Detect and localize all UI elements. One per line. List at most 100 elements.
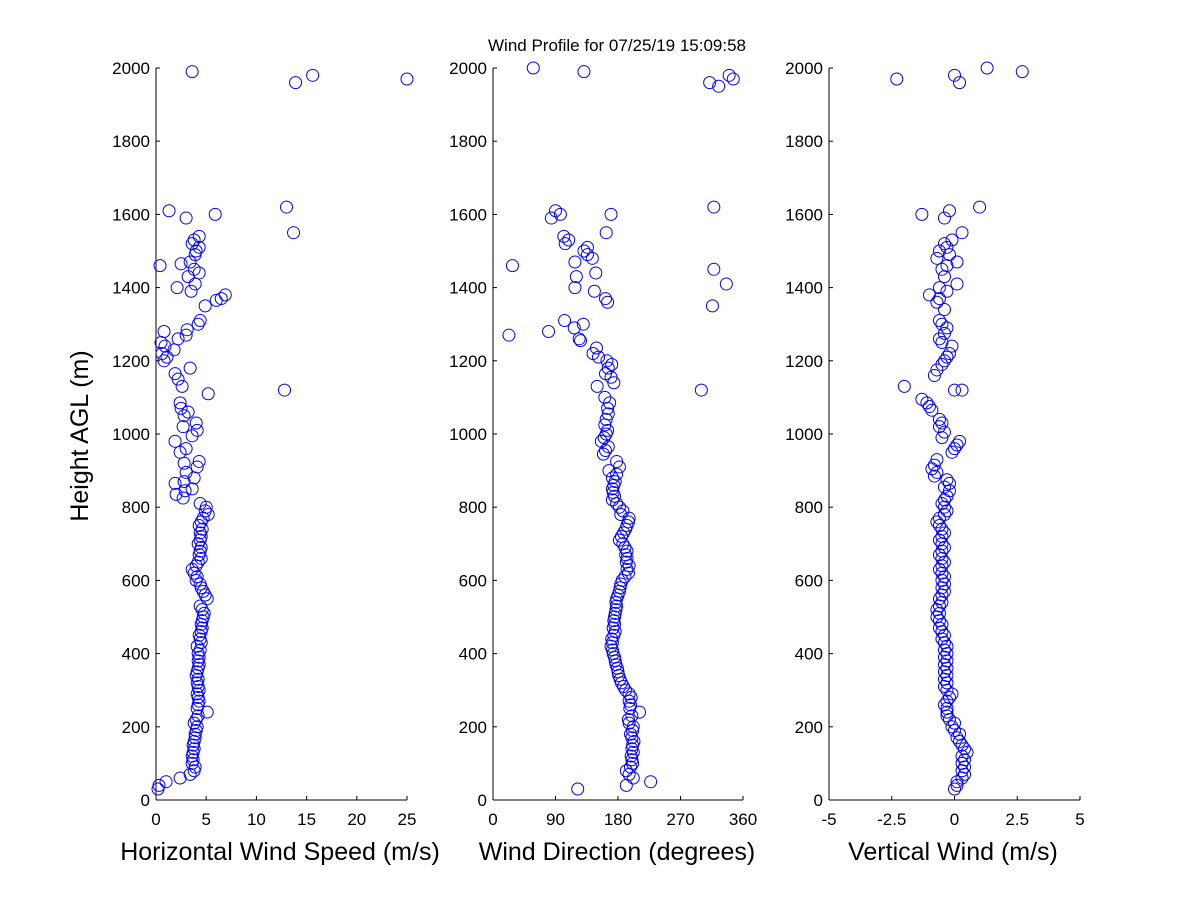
data-point-speed xyxy=(168,476,182,490)
data-point-speed xyxy=(155,346,169,360)
data-point-direction xyxy=(599,412,613,426)
y-tick-label-speed: 600 xyxy=(122,571,150,590)
data-point-speed xyxy=(190,639,204,653)
data-point-vertical xyxy=(937,303,951,317)
data-point-speed xyxy=(185,65,199,79)
data-point-vertical xyxy=(945,233,959,247)
data-point-direction xyxy=(712,79,726,93)
y-tick-label-direction: 1200 xyxy=(449,352,487,371)
y-tick-label-speed: 200 xyxy=(122,718,150,737)
vertical-wind-panel: Vertical Wind (m/s) 0 200 400 600 800 1000 120… xyxy=(785,59,1085,866)
y-tick-label-vertical: 2000 xyxy=(785,59,823,78)
data-point-speed xyxy=(190,570,204,584)
data-point-vertical xyxy=(935,336,949,349)
y-tick-label-direction: 1800 xyxy=(449,132,487,151)
data-point-vertical xyxy=(948,442,961,456)
data-point-vertical xyxy=(950,731,964,745)
data-point-speed xyxy=(152,778,166,792)
x-tick-label-speed: 15 xyxy=(297,810,316,829)
y-tick-label-vertical: 0 xyxy=(814,791,823,810)
data-point-speed xyxy=(191,672,205,686)
data-point-speed xyxy=(187,716,201,730)
data-point-vertical xyxy=(942,691,956,705)
x-tick-label-direction: 90 xyxy=(546,810,565,829)
data-point-direction xyxy=(619,683,633,697)
data-point-vertical xyxy=(950,277,964,291)
data-point-direction xyxy=(601,295,615,309)
data-point-speed xyxy=(201,508,215,522)
data-point-speed xyxy=(189,244,203,258)
data-point-direction xyxy=(567,321,581,335)
data-point-speed xyxy=(178,484,192,498)
data-point-speed xyxy=(193,643,207,657)
data-point-vertical xyxy=(937,237,951,251)
data-point-vertical xyxy=(935,357,949,371)
data-point-speed xyxy=(177,475,191,489)
x-tick-label-speed: 5 xyxy=(201,810,210,829)
data-point-speed xyxy=(183,255,197,269)
data-point-vertical xyxy=(945,445,959,459)
data-point-speed xyxy=(183,767,197,781)
data-point-speed xyxy=(173,396,187,410)
x-tick-label-speed: 0 xyxy=(151,810,160,829)
data-point-direction xyxy=(703,76,717,90)
y-tick-label-speed: 2000 xyxy=(112,59,150,78)
data-point-speed xyxy=(190,460,204,474)
data-point-direction xyxy=(605,471,619,485)
x-tick-label-speed: 25 xyxy=(398,810,417,829)
data-point-vertical xyxy=(980,61,994,75)
data-point-speed xyxy=(191,555,205,569)
data-point-direction xyxy=(599,226,613,240)
data-point-direction xyxy=(719,277,733,291)
data-point-speed xyxy=(168,434,182,448)
data-point-vertical xyxy=(1015,65,1029,79)
data-point-speed xyxy=(185,482,199,496)
data-point-speed xyxy=(201,387,215,401)
data-point-direction xyxy=(599,292,612,306)
y-tick-label-direction: 1000 xyxy=(449,425,487,444)
data-point-direction xyxy=(707,262,721,276)
data-point-vertical xyxy=(932,412,946,426)
data-point-vertical xyxy=(950,778,964,792)
data-point-direction xyxy=(597,431,611,445)
data-point-direction xyxy=(596,447,610,461)
data-point-speed xyxy=(218,288,232,302)
x-tick-label-vertical: 2.5 xyxy=(1005,810,1029,829)
data-point-direction xyxy=(580,240,594,254)
y-tick-label-vertical: 1400 xyxy=(785,279,823,298)
y-tick-label-vertical: 1000 xyxy=(785,425,823,444)
data-point-vertical xyxy=(945,339,959,353)
data-point-direction xyxy=(644,775,658,789)
data-point-speed xyxy=(179,328,193,342)
x-tick-label-vertical: 0 xyxy=(950,810,959,829)
data-point-direction xyxy=(617,526,631,540)
y-tick-label-direction: 200 xyxy=(459,718,487,737)
data-point-vertical xyxy=(930,515,944,529)
data-point-speed xyxy=(189,712,203,726)
data-point-vertical xyxy=(942,248,956,262)
y-tick-label-vertical: 1600 xyxy=(785,205,823,224)
data-point-speed xyxy=(195,603,209,617)
data-point-speed xyxy=(175,379,189,393)
x-tick-label-direction: 0 xyxy=(488,810,497,829)
data-point-direction xyxy=(620,544,634,558)
data-point-speed xyxy=(191,317,205,331)
data-point-speed xyxy=(192,229,206,243)
y-tick-label-speed: 1000 xyxy=(112,425,150,444)
data-point-speed xyxy=(168,367,182,381)
data-point-speed xyxy=(196,584,210,598)
x-tick-label-vertical: -2.5 xyxy=(877,810,906,829)
data-point-direction xyxy=(589,341,603,355)
data-point-vertical xyxy=(932,292,946,306)
data-point-direction xyxy=(612,533,626,547)
data-point-speed xyxy=(170,281,184,295)
figure-title: Wind Profile for 07/25/19 15:09:58 xyxy=(488,36,746,55)
y-tick-label-speed: 1800 xyxy=(112,132,150,151)
data-point-speed xyxy=(306,68,320,82)
data-point-vertical xyxy=(922,400,936,414)
data-point-speed xyxy=(198,299,212,313)
data-point-vertical xyxy=(932,314,946,328)
data-point-speed xyxy=(180,323,194,337)
data-point-direction xyxy=(549,204,562,218)
data-point-speed xyxy=(192,240,206,254)
